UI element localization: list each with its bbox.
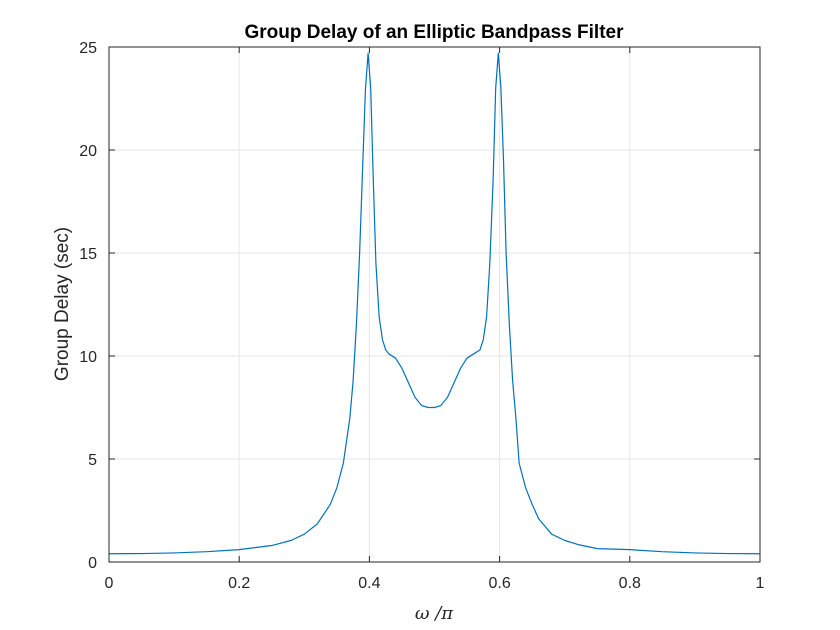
y-tick-label: 20 bbox=[79, 143, 97, 160]
x-tick-label: 0.8 bbox=[619, 575, 641, 592]
x-tick-label: 0.4 bbox=[358, 575, 380, 592]
series-line bbox=[108, 52, 761, 555]
plot-area bbox=[109, 47, 760, 562]
x-axis-label: ω /π bbox=[415, 603, 454, 624]
x-tick-label: 0 bbox=[105, 575, 114, 592]
y-tick-label: 5 bbox=[88, 452, 97, 469]
x-tick-labels: 0 0.2 0.4 0.6 0.8 1 bbox=[105, 575, 765, 592]
y-tick-label: 10 bbox=[79, 349, 97, 366]
chart-title: Group Delay of an Elliptic Bandpass Filt… bbox=[244, 22, 624, 43]
axes-box bbox=[108, 46, 761, 563]
grid-lines bbox=[109, 47, 760, 562]
x-tick-label: 1 bbox=[756, 575, 765, 592]
y-tick-label: 15 bbox=[79, 246, 97, 263]
y-tick-label: 0 bbox=[88, 555, 97, 572]
y-axis-label: Group Delay (sec) bbox=[52, 227, 73, 381]
y-tick-label: 25 bbox=[79, 40, 97, 57]
y-tick-labels: 0 5 10 15 20 25 bbox=[79, 40, 97, 572]
series-layer bbox=[108, 52, 761, 555]
x-tick-label: 0.2 bbox=[228, 575, 250, 592]
x-tick-label: 0.6 bbox=[488, 575, 510, 592]
tick-marks bbox=[108, 46, 761, 563]
